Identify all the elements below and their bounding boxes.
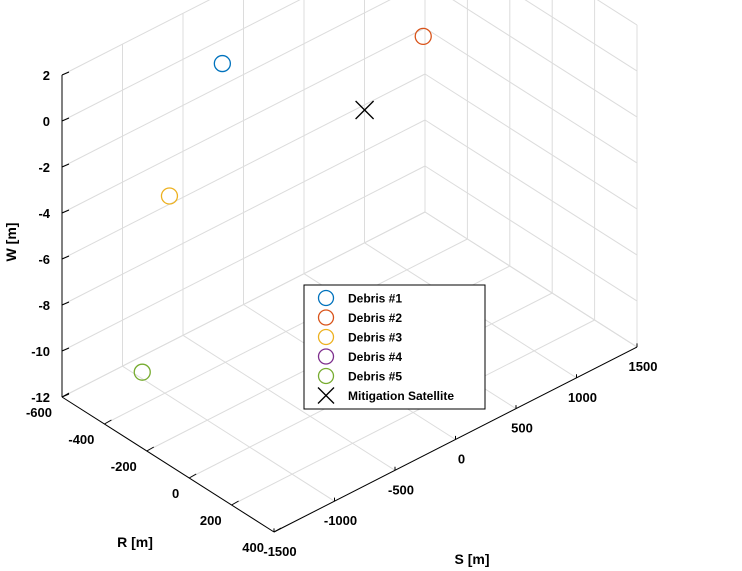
- grid-line: [61, 0, 391, 168]
- z-tick-mark: [61, 209, 70, 214]
- grid-line: [61, 73, 426, 260]
- legend-marker: [317, 348, 335, 365]
- z-tick-label: -4: [38, 206, 50, 221]
- axis-labels: W [m] R [m] S [m]: [3, 223, 490, 567]
- y-tick-label: -400: [68, 432, 94, 447]
- data-point: [414, 27, 432, 46]
- y-tick-label: -200: [111, 459, 137, 474]
- grid-line: [424, 165, 638, 302]
- x-tick-label: 500: [511, 421, 533, 436]
- grid-line: [424, 119, 638, 256]
- grid-line: [182, 334, 396, 471]
- y-tick-label: -600: [26, 405, 52, 420]
- grid-line: [61, 119, 426, 306]
- legend-entry-label: Debris #3: [348, 331, 402, 345]
- y-tick-label: 400: [242, 540, 264, 555]
- grid-line: [104, 238, 468, 425]
- z-tick-mark: [61, 393, 70, 398]
- grid-line: [61, 165, 426, 352]
- y-tick-mark: [273, 527, 282, 533]
- data-point: [355, 100, 375, 120]
- legend-entry-label: Debris #1: [348, 292, 402, 306]
- legend-marker: [317, 387, 335, 404]
- z-tick-mark: [61, 71, 70, 76]
- legend-marker: [317, 289, 335, 307]
- grid-line: [231, 319, 595, 506]
- z-tick-label: -2: [38, 160, 50, 175]
- tick-labels: -1500 -1000 -500 0 500 1000 1500 -600 -400 -200 0 2…: [26, 68, 657, 559]
- grid-line: [61, 0, 301, 122]
- z-tick-label: 2: [43, 68, 50, 83]
- y-tick-mark: [188, 473, 197, 479]
- y-axis-line: [61, 396, 275, 533]
- grid-line: [524, 0, 638, 72]
- legend-entry-label: Mitigation Satellite: [348, 389, 454, 403]
- grid-line: [452, 0, 638, 118]
- legend-entry-label: Debris #5: [348, 370, 402, 384]
- y-tick-label: 200: [200, 513, 222, 528]
- x-tick-label: 0: [458, 452, 465, 467]
- z-tick-mark: [61, 255, 70, 260]
- legend-entry-label: Debris #4: [348, 350, 402, 364]
- grid-line: [61, 27, 426, 214]
- legend-marker: [317, 309, 335, 326]
- z-tick-label: 0: [43, 114, 50, 129]
- data-point: [213, 54, 232, 73]
- y-tick-label: 0: [172, 486, 179, 501]
- x-tick-label: 1500: [629, 359, 658, 374]
- data-point: [160, 187, 179, 205]
- legend-box: [303, 284, 486, 410]
- x-tick-label: -1000: [324, 513, 357, 528]
- x-tick-label: -500: [388, 482, 414, 497]
- legend: Debris #1 Debris #2 Debris #3 Debris #4 Debr…: [303, 284, 486, 410]
- z-tick-label: -8: [38, 298, 50, 313]
- grid-line: [424, 73, 638, 210]
- axis-layer: [61, 71, 638, 533]
- z-tick-label: -12: [31, 390, 50, 405]
- z-tick-label: -10: [31, 344, 50, 359]
- z-tick-mark: [61, 163, 70, 168]
- data-points: [133, 27, 432, 381]
- x-tick-label: -1500: [263, 544, 296, 559]
- x-axis-label: S [m]: [455, 551, 490, 567]
- grid-line: [424, 27, 638, 164]
- x-tick-label: 1000: [568, 390, 597, 405]
- legend-marker: [317, 328, 335, 346]
- y-tick-mark: [104, 419, 112, 425]
- y-tick-mark: [146, 446, 155, 452]
- z-tick-mark: [61, 117, 70, 122]
- z-tick-mark: [61, 301, 70, 306]
- y-axis-label: R [m]: [117, 534, 153, 550]
- grid-line: [424, 211, 638, 348]
- grid-line: [596, 0, 638, 26]
- grid-line: [61, 0, 211, 76]
- z-tick-label: -6: [38, 252, 50, 267]
- legend-entry-label: Debris #2: [348, 311, 402, 325]
- legend-marker: [317, 367, 335, 385]
- grid-line: [61, 211, 426, 398]
- z-tick-mark: [61, 347, 70, 352]
- z-axis-label: W [m]: [3, 223, 19, 262]
- grid-line: [122, 365, 335, 502]
- y-tick-mark: [231, 500, 239, 506]
- data-point: [133, 363, 151, 381]
